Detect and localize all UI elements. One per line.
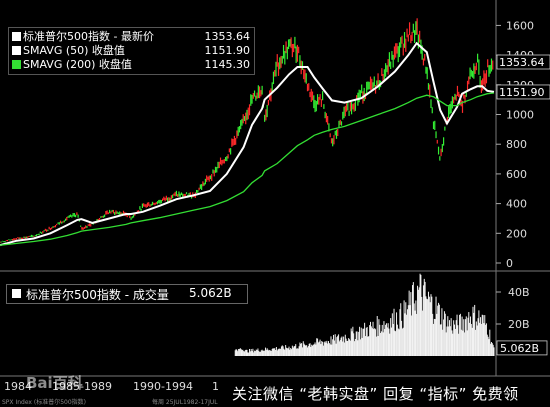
value-label-box xyxy=(496,84,550,100)
volume-legend-swatch xyxy=(12,289,21,298)
legend-label-price: 标准普尔500指数 - 最新价 xyxy=(23,30,154,43)
y-tick-label-1600: 1600 xyxy=(506,19,534,32)
price-bars xyxy=(0,18,494,243)
baidu-watermark-logo: Bai百科 xyxy=(26,374,83,392)
legend-value-sma50: 1151.90 xyxy=(204,44,251,57)
y-tick-label-600: 600 xyxy=(506,168,527,181)
volume-legend-value: 5.062B xyxy=(189,286,232,300)
watermark-note: 关注微信 “老韩实盘” 回复 “指标” 免费领 xyxy=(232,385,519,403)
legend-label-sma200: SMAVG (200) 收盘值 xyxy=(23,58,132,71)
legend-row-sma50: SMAVG (50) 收盘值 1151.90 xyxy=(9,44,254,58)
value-label-0: 1353.64 xyxy=(499,56,545,69)
value-label-box xyxy=(496,54,550,70)
y-tick-label-0: 0 xyxy=(506,257,513,270)
sma200-line xyxy=(0,92,495,246)
legend-row-price: 标准普尔500指数 - 最新价 1353.64 xyxy=(9,30,254,44)
y-tick-label-400: 400 xyxy=(506,198,527,211)
legend-swatch-sma200 xyxy=(12,60,21,69)
legend-swatch-price xyxy=(12,32,21,41)
legend-value-price: 1353.64 xyxy=(204,30,251,43)
legend-row-sma200: SMAVG (200) 收盘值 1145.30 xyxy=(9,58,254,72)
vol-tick-label-40B: 40B xyxy=(508,286,530,299)
legend-swatch-sma50 xyxy=(12,46,21,55)
y-tick-label-800: 800 xyxy=(506,138,527,151)
volume-bars xyxy=(234,273,495,356)
price-panel: 160014001200100080060040020001353.641151… xyxy=(0,0,550,377)
vol-tick-label-20B: 20B xyxy=(508,318,530,331)
legend-value-sma200: 1145.30 xyxy=(204,58,251,71)
sma50-line xyxy=(0,41,495,247)
footer-meta-mid: 每周 25JUL1982-17JUL xyxy=(152,399,218,406)
volume-value-label: 5.062B xyxy=(500,342,539,355)
x-axis-footer: 1984 1985-1989 1990-1994 1 SPX Index (标准… xyxy=(0,376,550,407)
volume-panel: 40B 20B 5.062B xyxy=(234,273,548,356)
price-legend: 标准普尔500指数 - 最新价 1353.64 SMAVG (50) 收盘值 1… xyxy=(8,27,255,75)
y-tick-label-200: 200 xyxy=(506,227,527,240)
x-label-0: 1984 xyxy=(4,380,32,393)
x-label-1: 1985-1989 xyxy=(52,380,112,393)
volume-legend-label: 标准普尔500指数 - 成交量 xyxy=(26,288,169,302)
value-label-1: 1151.90 xyxy=(499,86,545,99)
volume-legend: 标准普尔500指数 - 成交量 5.062B xyxy=(6,284,248,304)
x-label-3: 1 xyxy=(212,380,219,393)
legend-label-sma50: SMAVG (50) 收盘值 xyxy=(23,44,125,57)
footer-meta-left: SPX Index (标准普尔500指数) xyxy=(2,399,87,406)
x-label-2: 1990-1994 xyxy=(133,380,193,393)
volume-value-box xyxy=(496,340,548,356)
y-tick-label-1000: 1000 xyxy=(506,109,534,122)
